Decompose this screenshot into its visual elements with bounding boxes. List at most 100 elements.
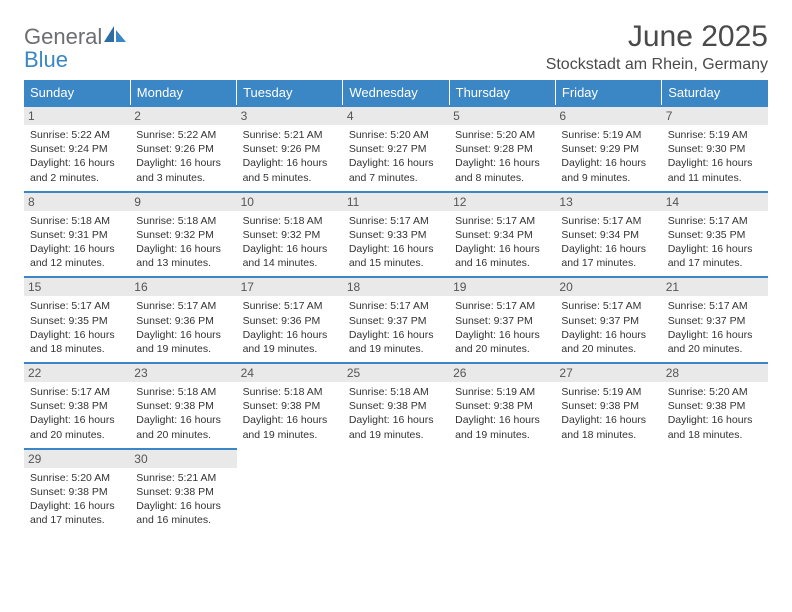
daylight-text: Daylight: 16 hours and 19 minutes. [349, 413, 443, 441]
day-number: 12 [449, 193, 555, 211]
day-number: 10 [237, 193, 343, 211]
day-number: 28 [662, 364, 768, 382]
day-cell: 15 Sunrise: 5:17 AMSunset: 9:35 PMDayligh… [24, 277, 130, 363]
sunset-text: Sunset: 9:38 PM [136, 399, 230, 413]
day-info: Sunrise: 5:18 AMSunset: 9:38 PMDaylight:… [349, 385, 443, 442]
daylight-text: Daylight: 16 hours and 12 minutes. [30, 242, 124, 270]
week-row: 8Sunrise: 5:18 AMSunset: 9:31 PMDaylight… [24, 192, 768, 278]
day-cell: 16 Sunrise: 5:17 AMSunset: 9:36 PMDayligh… [130, 277, 236, 363]
daylight-text: Daylight: 16 hours and 19 minutes. [455, 413, 549, 441]
sunrise-text: Sunrise: 5:19 AM [561, 385, 655, 399]
daylight-text: Daylight: 16 hours and 20 minutes. [455, 328, 549, 356]
sunrise-text: Sunrise: 5:18 AM [30, 214, 124, 228]
day-number: 20 [555, 278, 661, 296]
sunrise-text: Sunrise: 5:20 AM [668, 385, 762, 399]
day-cell: 2Sunrise: 5:22 AMSunset: 9:26 PMDaylight… [130, 106, 236, 192]
sunrise-text: Sunrise: 5:17 AM [455, 214, 549, 228]
sunset-text: Sunset: 9:32 PM [136, 228, 230, 242]
day-number: 15 [24, 278, 130, 296]
day-info: Sunrise: 5:18 AMSunset: 9:32 PMDaylight:… [243, 214, 337, 271]
daylight-text: Daylight: 16 hours and 16 minutes. [455, 242, 549, 270]
day-cell: 5Sunrise: 5:20 AMSunset: 9:28 PMDaylight… [449, 106, 555, 192]
day-cell: 14Sunrise: 5:17 AMSunset: 9:35 PMDayligh… [662, 192, 768, 278]
day-info: Sunrise: 5:17 AMSunset: 9:33 PMDaylight:… [349, 214, 443, 271]
daylight-text: Daylight: 16 hours and 19 minutes. [349, 328, 443, 356]
week-row: 1Sunrise: 5:22 AMSunset: 9:24 PMDaylight… [24, 106, 768, 192]
day-cell: 30Sunrise: 5:21 AMSunset: 9:38 PMDayligh… [130, 449, 236, 534]
sunrise-text: Sunrise: 5:17 AM [561, 214, 655, 228]
day-cell: 13 Sunrise: 5:17 AMSunset: 9:34 PMDayligh… [555, 192, 661, 278]
day-info: Sunrise: 5:18 AMSunset: 9:32 PMDaylight:… [136, 214, 230, 271]
sunset-text: Sunset: 9:38 PM [30, 399, 124, 413]
day-info: Sunrise: 5:20 AMSunset: 9:28 PMDaylight:… [455, 128, 549, 185]
daylight-text: Daylight: 16 hours and 17 minutes. [30, 499, 124, 527]
day-cell: 28 Sunrise: 5:20 AMSunset: 9:38 PMDayligh… [662, 363, 768, 449]
day-cell: 4Sunrise: 5:20 AMSunset: 9:27 PMDaylight… [343, 106, 449, 192]
day-info: Sunrise: 5:20 AMSunset: 9:38 PMDaylight:… [668, 385, 762, 442]
day-cell: 6Sunrise: 5:19 AMSunset: 9:29 PMDaylight… [555, 106, 661, 192]
sunrise-text: Sunrise: 5:19 AM [455, 385, 549, 399]
day-info: Sunrise: 5:17 AMSunset: 9:36 PMDaylight:… [136, 299, 230, 356]
sunrise-text: Sunrise: 5:21 AM [243, 128, 337, 142]
day-number: 17 [237, 278, 343, 296]
daylight-text: Daylight: 16 hours and 19 minutes. [243, 328, 337, 356]
day-number: 1 [24, 107, 130, 125]
sunset-text: Sunset: 9:38 PM [30, 485, 124, 499]
day-cell: 1Sunrise: 5:22 AMSunset: 9:24 PMDaylight… [24, 106, 130, 192]
sunset-text: Sunset: 9:37 PM [561, 314, 655, 328]
daylight-text: Daylight: 16 hours and 5 minutes. [243, 156, 337, 184]
day-cell [343, 449, 449, 534]
sunset-text: Sunset: 9:38 PM [243, 399, 337, 413]
day-number: 16 [130, 278, 236, 296]
sunset-text: Sunset: 9:26 PM [136, 142, 230, 156]
day-cell: 3Sunrise: 5:21 AMSunset: 9:26 PMDaylight… [237, 106, 343, 192]
day-number: 26 [449, 364, 555, 382]
day-cell [555, 449, 661, 534]
daylight-text: Daylight: 16 hours and 9 minutes. [561, 156, 655, 184]
sunset-text: Sunset: 9:27 PM [349, 142, 443, 156]
day-info: Sunrise: 5:19 AMSunset: 9:29 PMDaylight:… [561, 128, 655, 185]
logo: General Blue [24, 20, 126, 72]
sunset-text: Sunset: 9:38 PM [136, 485, 230, 499]
day-number: 23 [130, 364, 236, 382]
sunrise-text: Sunrise: 5:19 AM [561, 128, 655, 142]
day-cell: 17Sunrise: 5:17 AMSunset: 9:36 PMDayligh… [237, 277, 343, 363]
day-cell: 22Sunrise: 5:17 AMSunset: 9:38 PMDayligh… [24, 363, 130, 449]
day-number: 19 [449, 278, 555, 296]
header: General Blue June 2025 Stockstadt am Rhe… [24, 20, 768, 74]
sunrise-text: Sunrise: 5:22 AM [30, 128, 124, 142]
day-info: Sunrise: 5:17 AMSunset: 9:38 PMDaylight:… [30, 385, 124, 442]
sunset-text: Sunset: 9:38 PM [455, 399, 549, 413]
sunrise-text: Sunrise: 5:17 AM [243, 299, 337, 313]
daylight-text: Daylight: 16 hours and 7 minutes. [349, 156, 443, 184]
sunrise-text: Sunrise: 5:17 AM [455, 299, 549, 313]
sunset-text: Sunset: 9:31 PM [30, 228, 124, 242]
day-info: Sunrise: 5:17 AMSunset: 9:37 PMDaylight:… [668, 299, 762, 356]
day-number: 8 [24, 193, 130, 211]
sunrise-text: Sunrise: 5:17 AM [136, 299, 230, 313]
daylight-text: Daylight: 16 hours and 18 minutes. [668, 413, 762, 441]
day-cell: 19 Sunrise: 5:17 AMSunset: 9:37 PMDayligh… [449, 277, 555, 363]
day-info: Sunrise: 5:17 AMSunset: 9:35 PMDaylight:… [30, 299, 124, 356]
week-row: 22Sunrise: 5:17 AMSunset: 9:38 PMDayligh… [24, 363, 768, 449]
day-number: 9 [130, 193, 236, 211]
sunset-text: Sunset: 9:37 PM [668, 314, 762, 328]
day-info: Sunrise: 5:17 AMSunset: 9:37 PMDaylight:… [455, 299, 549, 356]
day-info: Sunrise: 5:19 AMSunset: 9:38 PMDaylight:… [561, 385, 655, 442]
sunrise-text: Sunrise: 5:17 AM [30, 299, 124, 313]
daylight-text: Daylight: 16 hours and 15 minutes. [349, 242, 443, 270]
logo-text-general: General [24, 24, 102, 49]
day-header: Sunday [24, 80, 130, 106]
day-cell: 29Sunrise: 5:20 AMSunset: 9:38 PMDayligh… [24, 449, 130, 534]
day-cell: 12 Sunrise: 5:17 AMSunset: 9:34 PMDayligh… [449, 192, 555, 278]
day-info: Sunrise: 5:17 AMSunset: 9:34 PMDaylight:… [561, 214, 655, 271]
sunset-text: Sunset: 9:38 PM [668, 399, 762, 413]
day-info: Sunrise: 5:17 AMSunset: 9:37 PMDaylight:… [349, 299, 443, 356]
logo-sail-icon [104, 26, 126, 47]
day-info: Sunrise: 5:20 AMSunset: 9:38 PMDaylight:… [30, 471, 124, 528]
day-info: Sunrise: 5:17 AMSunset: 9:37 PMDaylight:… [561, 299, 655, 356]
day-info: Sunrise: 5:20 AMSunset: 9:27 PMDaylight:… [349, 128, 443, 185]
daylight-text: Daylight: 16 hours and 2 minutes. [30, 156, 124, 184]
day-info: Sunrise: 5:17 AMSunset: 9:34 PMDaylight:… [455, 214, 549, 271]
day-number: 13 [555, 193, 661, 211]
